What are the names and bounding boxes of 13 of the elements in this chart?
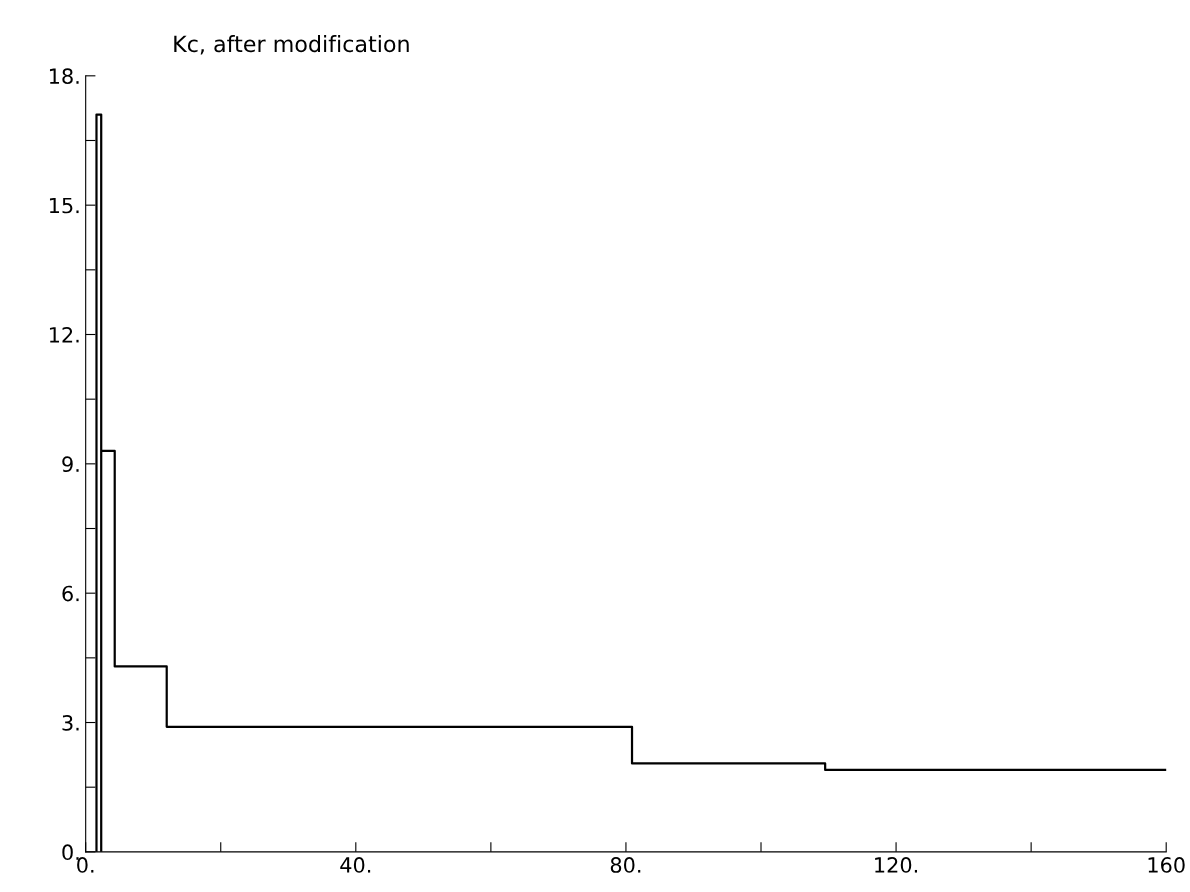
- y-tick-label: 9.: [62, 456, 79, 473]
- x-tick-label: 40.: [340, 857, 371, 873]
- x-tick-label: 80.: [610, 857, 641, 873]
- y-tick-label: 3.: [62, 714, 79, 731]
- y-tick-label: 0.: [62, 844, 79, 861]
- y-tick-label: 6.: [62, 585, 79, 602]
- x-tick-label: 160: [1148, 857, 1185, 873]
- y-tick-label: 15.: [49, 197, 79, 214]
- x-tick-label: 0.: [77, 857, 94, 873]
- chart-title: Kc, after modification: [174, 35, 409, 55]
- x-tick-label: 120.: [875, 857, 918, 873]
- y-tick-label: 18.: [49, 68, 79, 85]
- y-tick-label: 12.: [49, 326, 79, 343]
